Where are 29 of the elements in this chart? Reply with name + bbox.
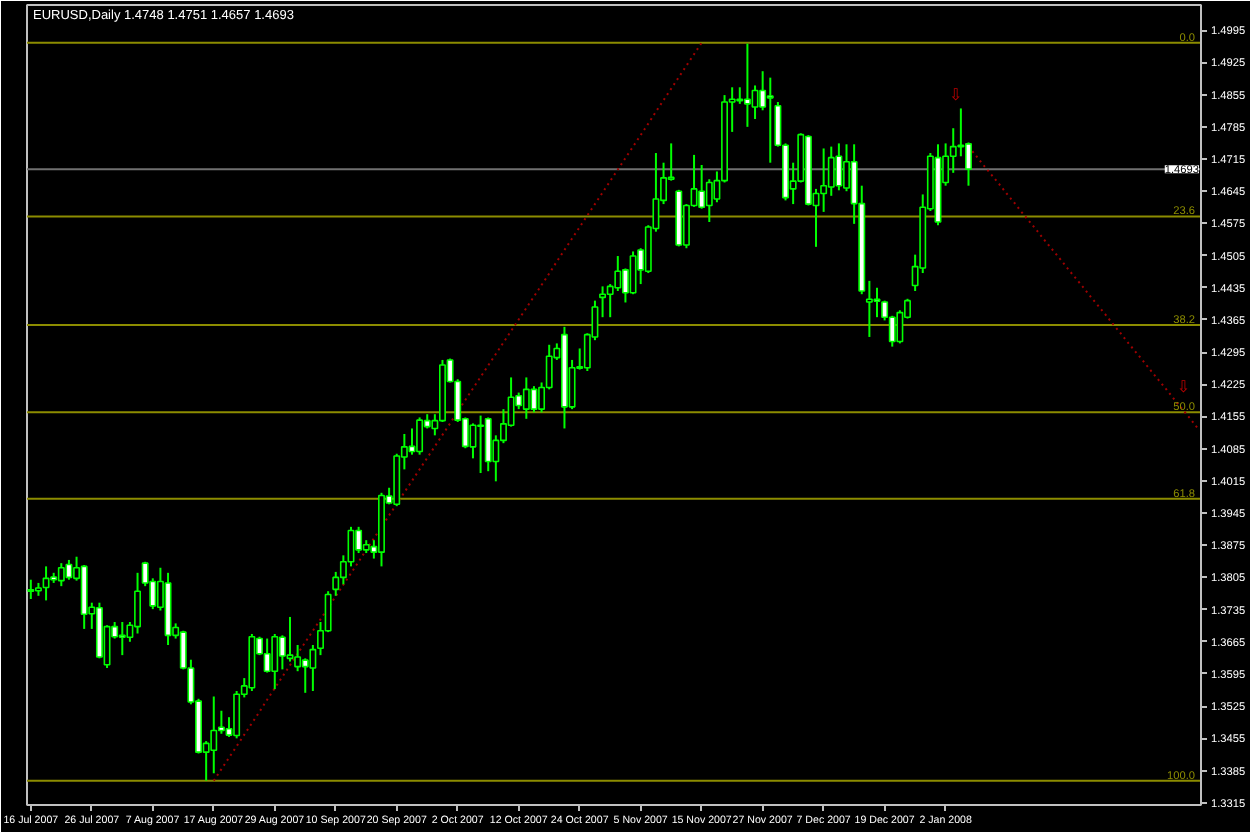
candlestick: [835, 142, 843, 192]
candlestick: [469, 422, 477, 460]
candlestick: [286, 615, 294, 663]
candlestick: [522, 376, 530, 420]
candlestick: [271, 632, 279, 691]
candlestick: [210, 695, 218, 775]
candlestick: [301, 657, 309, 694]
candlestick: [629, 250, 637, 296]
candlestick: [65, 558, 73, 581]
candlestick: [477, 414, 485, 475]
line-series: [967, 145, 1199, 429]
candlestick: [355, 525, 363, 555]
annotation: ⇩: [1176, 378, 1191, 397]
candlestick: [416, 416, 424, 456]
candlestick: [766, 76, 774, 164]
candlestick: [484, 416, 492, 473]
candlestick: [599, 285, 607, 319]
candlestick: [530, 385, 538, 414]
candlestick: [263, 637, 271, 674]
candlestick: [80, 564, 88, 630]
candlestick: [873, 286, 881, 319]
candlestick: [57, 562, 65, 588]
line-series: [212, 41, 703, 782]
candlestick: [751, 84, 759, 121]
annotation: ⇩: [948, 86, 963, 105]
candlestick: [42, 565, 50, 602]
candlestick: [27, 578, 35, 601]
candlestick: [743, 42, 751, 128]
candlestick: [118, 621, 126, 657]
